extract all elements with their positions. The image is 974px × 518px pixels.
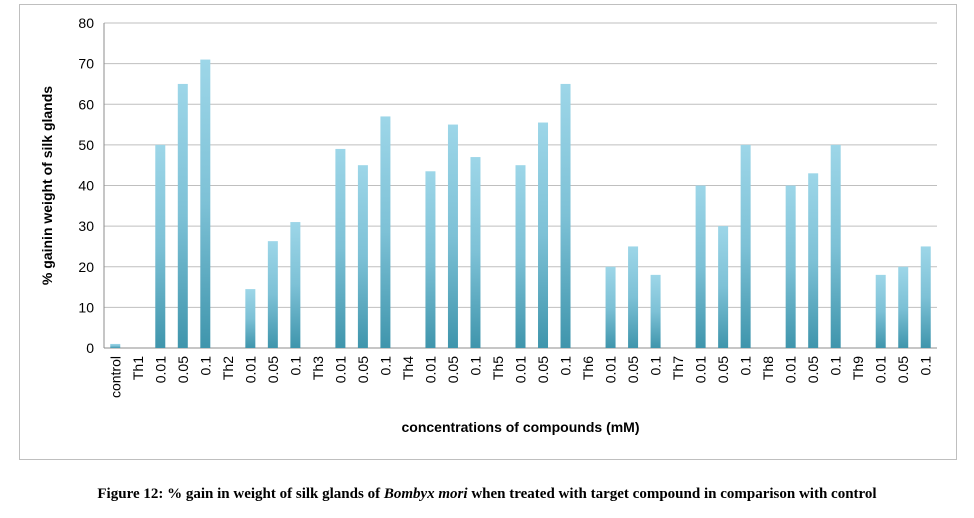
x-tick-label: Th6 bbox=[580, 356, 596, 380]
x-tick-label: 0.1 bbox=[467, 356, 483, 376]
bar bbox=[470, 157, 481, 348]
x-tick-label: control bbox=[107, 356, 123, 398]
x-tick-label: Th7 bbox=[670, 356, 686, 380]
figure-caption: Figure 12: % gain in weight of silk glan… bbox=[0, 486, 974, 503]
bar bbox=[200, 59, 211, 348]
x-tick-label: 0.1 bbox=[738, 356, 754, 376]
bar bbox=[560, 83, 571, 348]
y-tick-label: 70 bbox=[78, 56, 94, 72]
bar bbox=[808, 173, 819, 348]
bar-chart: 0 10 20 30 40 50 60 70 80 control Th1 0.01 0.05 0.1 T… bbox=[39, 15, 937, 435]
x-tick-label: 0.01 bbox=[242, 356, 258, 383]
x-tick-label: 0.01 bbox=[603, 356, 619, 383]
y-tick-label: 80 bbox=[78, 15, 94, 31]
x-tick-label: 0.1 bbox=[287, 356, 303, 376]
bar bbox=[380, 116, 391, 348]
bar bbox=[425, 171, 436, 348]
bar bbox=[177, 83, 188, 348]
x-tick-label: 0.01 bbox=[422, 356, 438, 383]
x-tick-label: 0.05 bbox=[625, 356, 641, 383]
x-tick-label: Th1 bbox=[130, 356, 146, 380]
bar bbox=[830, 144, 841, 348]
bar bbox=[245, 289, 256, 348]
x-tick-label: 0.01 bbox=[152, 356, 168, 383]
chart-frame: 0 10 20 30 40 50 60 70 80 control Th1 0.01 0.05 0.1 T… bbox=[19, 4, 957, 460]
bar bbox=[920, 246, 931, 348]
bar bbox=[447, 124, 458, 348]
x-tick-label: Th9 bbox=[850, 356, 866, 380]
bar bbox=[875, 274, 886, 348]
bar bbox=[290, 222, 301, 348]
bar bbox=[898, 266, 909, 348]
x-tick-label: 0.01 bbox=[783, 356, 799, 383]
y-axis-title: % gainin weight of silk glands bbox=[39, 86, 55, 285]
bar bbox=[267, 241, 278, 348]
y-tick-label: 20 bbox=[78, 259, 94, 275]
y-tick-label: 40 bbox=[78, 178, 94, 194]
x-tick-label: 0.05 bbox=[535, 356, 551, 383]
bar bbox=[740, 144, 751, 348]
x-tick-label: 0.05 bbox=[445, 356, 461, 383]
x-tick-label: 0.05 bbox=[895, 356, 911, 383]
x-tick-label: 0.1 bbox=[377, 356, 393, 376]
x-axis-ticks: control Th1 0.01 0.05 0.1 Th2 0.01 0.05 0.1 Th3 0.… bbox=[107, 356, 933, 398]
x-tick-label: 0.1 bbox=[197, 356, 213, 376]
y-axis-ticks: 0 10 20 30 40 50 60 70 80 bbox=[78, 15, 94, 356]
bar bbox=[695, 185, 706, 348]
bar bbox=[650, 274, 661, 348]
x-tick-label: Th4 bbox=[400, 356, 416, 380]
x-tick-label: 0.05 bbox=[265, 356, 281, 383]
x-tick-label: 0.05 bbox=[175, 356, 191, 383]
x-tick-label: 0.01 bbox=[513, 356, 529, 383]
bar bbox=[515, 165, 526, 348]
x-tick-label: Th2 bbox=[220, 356, 236, 380]
x-tick-label: 0.05 bbox=[805, 356, 821, 383]
x-tick-label: Th3 bbox=[310, 356, 326, 380]
y-tick-label: 30 bbox=[78, 218, 94, 234]
y-tick-label: 0 bbox=[86, 340, 94, 356]
x-tick-label: 0.1 bbox=[648, 356, 664, 376]
caption-prefix: Figure 12: % gain in weight of silk glan… bbox=[97, 486, 384, 502]
bar bbox=[628, 246, 639, 348]
bar bbox=[357, 165, 368, 348]
x-tick-label: 0.1 bbox=[918, 356, 934, 376]
x-tick-label: 0.01 bbox=[332, 356, 348, 383]
bar bbox=[718, 226, 729, 348]
x-tick-label: 0.1 bbox=[828, 356, 844, 376]
x-tick-label: 0.05 bbox=[355, 356, 371, 383]
bars bbox=[110, 59, 931, 348]
x-tick-label: 0.05 bbox=[715, 356, 731, 383]
bar bbox=[155, 144, 166, 348]
bar bbox=[605, 266, 616, 348]
caption-suffix: when treated with target compound in com… bbox=[467, 486, 877, 502]
y-tick-label: 60 bbox=[78, 96, 94, 112]
bar bbox=[785, 185, 796, 348]
y-tick-label: 50 bbox=[78, 137, 94, 153]
caption-species: Bombyx mori bbox=[383, 486, 468, 502]
bar bbox=[538, 122, 549, 348]
x-tick-label: 0.1 bbox=[558, 356, 574, 376]
y-tick-label: 10 bbox=[78, 299, 94, 315]
x-tick-label: Th5 bbox=[490, 356, 506, 380]
x-tick-label: 0.01 bbox=[873, 356, 889, 383]
bar bbox=[110, 343, 121, 348]
x-axis-title: concentrations of compounds (mM) bbox=[402, 419, 640, 435]
x-tick-label: 0.01 bbox=[693, 356, 709, 383]
bar bbox=[335, 148, 346, 348]
x-tick-label: Th8 bbox=[760, 356, 776, 380]
